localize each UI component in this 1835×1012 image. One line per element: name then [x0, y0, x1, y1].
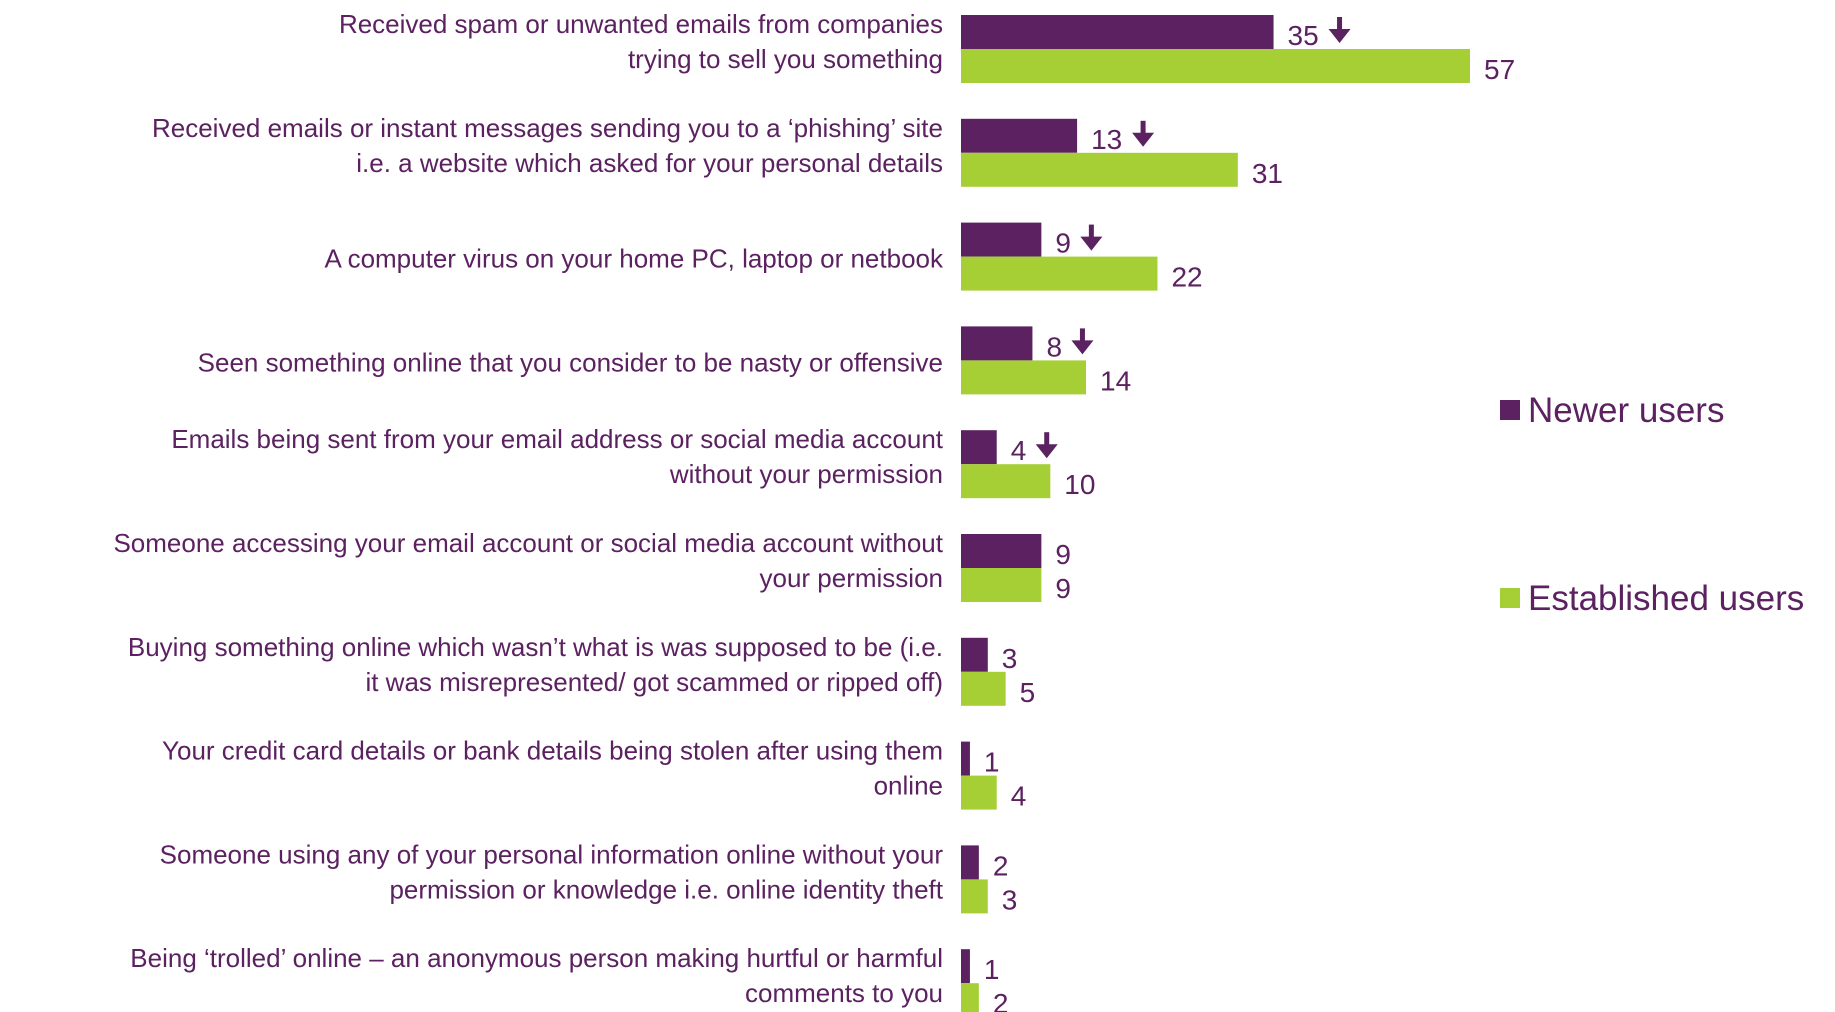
- data-label: 10: [1064, 469, 1095, 500]
- arrow-down-head: [1328, 29, 1351, 43]
- category-label: A computer virus on your home PC, laptop…: [324, 244, 944, 274]
- legend-label-established-users: Established users: [1528, 579, 1804, 618]
- category-label-line: Seen something online that you consider …: [198, 347, 943, 377]
- arrow-down-icon: [1328, 17, 1351, 43]
- bar-established: [961, 983, 979, 1012]
- data-label: 35: [1288, 20, 1319, 51]
- bar-established: [961, 775, 997, 810]
- category-label-line: without your permission: [669, 459, 943, 489]
- category-label: Emails being sent from your email addres…: [171, 424, 943, 489]
- category-label: Received spam or unwanted emails from co…: [339, 9, 943, 74]
- category-label: Received emails or instant messages send…: [152, 113, 943, 178]
- data-label: 2: [993, 850, 1009, 881]
- arrow-down-icon: [1080, 224, 1103, 251]
- data-label: 2: [993, 988, 1009, 1012]
- arrow-down-stem: [1140, 120, 1146, 137]
- bar-established: [961, 879, 988, 914]
- category-label-line: Buying something online which wasn’t wha…: [128, 632, 943, 662]
- category-label-line: Someone using any of your personal infor…: [160, 839, 944, 869]
- bar-established: [961, 256, 1158, 291]
- bar-newer: [961, 15, 1274, 49]
- data-label: 14: [1100, 365, 1131, 396]
- bar-newer: [961, 534, 1042, 568]
- arrow-down-head: [1071, 340, 1094, 355]
- bar-newer: [961, 222, 1042, 257]
- data-label: 4: [1011, 435, 1027, 466]
- bar-newer: [961, 326, 1033, 361]
- category-label-line: comments to you: [745, 978, 943, 1008]
- category-label-line: Emails being sent from your email addres…: [171, 424, 943, 454]
- category-label-line: Received emails or instant messages send…: [152, 113, 943, 143]
- arrow-down-stem: [1079, 328, 1085, 345]
- arrow-down-stem: [1044, 432, 1050, 449]
- bar-established: [961, 464, 1051, 499]
- arrow-down-icon: [1035, 432, 1058, 459]
- bar-newer: [961, 845, 979, 880]
- category-label-line: trying to sell you something: [628, 44, 943, 74]
- data-label: 31: [1252, 158, 1283, 189]
- data-label: 1: [984, 954, 1000, 985]
- data-label: 13: [1091, 124, 1122, 155]
- data-label: 9: [1055, 573, 1071, 604]
- arrow-down-icon: [1071, 328, 1094, 355]
- category-label-line: it was misrepresented/ got scammed or ri…: [365, 667, 943, 697]
- arrow-down-stem: [1337, 17, 1343, 33]
- plot-area: Received spam or unwanted emails from co…: [113, 9, 1515, 1012]
- bar-newer: [961, 637, 988, 672]
- category-label: Buying something online which wasn’t wha…: [128, 632, 943, 697]
- arrow-down-head: [1035, 444, 1058, 459]
- category-label-line: online: [874, 771, 943, 801]
- data-label: 5: [1020, 677, 1036, 708]
- category-label-line: A computer virus on your home PC, laptop…: [324, 244, 944, 274]
- category-label-line: your permission: [759, 563, 943, 593]
- arrow-down-stem: [1088, 224, 1094, 241]
- legend-label-newer-users: Newer users: [1528, 391, 1724, 430]
- bar-newer: [961, 949, 970, 984]
- legend-swatch-established-users: [1500, 588, 1520, 608]
- data-label: 1: [984, 747, 1000, 778]
- bar-established: [961, 152, 1238, 187]
- category-label: Someone accessing your email account or …: [113, 528, 943, 593]
- bar-established: [961, 49, 1471, 83]
- bar-established: [961, 568, 1042, 602]
- data-label: 8: [1046, 331, 1062, 362]
- data-label: 22: [1171, 262, 1202, 293]
- legend: Newer users Established users: [1500, 391, 1804, 618]
- arrow-down-head: [1080, 236, 1103, 251]
- category-label-line: Received spam or unwanted emails from co…: [339, 9, 943, 39]
- data-label: 4: [1011, 781, 1027, 812]
- data-label: 9: [1055, 228, 1071, 259]
- legend-swatch-newer-users: [1500, 400, 1520, 420]
- data-label: 3: [1002, 643, 1018, 674]
- bar-newer: [961, 741, 970, 776]
- category-label-line: Someone accessing your email account or …: [113, 528, 943, 558]
- arrow-down-icon: [1132, 120, 1155, 147]
- data-label: 9: [1055, 539, 1071, 570]
- category-label: Being ‘trolled’ online – an anonymous pe…: [130, 943, 943, 1008]
- arrow-down-head: [1132, 132, 1155, 147]
- category-label-line: permission or knowledge i.e. online iden…: [389, 874, 943, 904]
- data-label: 3: [1002, 884, 1018, 915]
- category-label-line: i.e. a website which asked for your pers…: [356, 148, 943, 178]
- category-label: Your credit card details or bank details…: [162, 736, 943, 801]
- bar-established: [961, 360, 1087, 395]
- bar-newer: [961, 118, 1078, 153]
- category-label: Seen something online that you consider …: [198, 347, 943, 377]
- data-label: 57: [1484, 54, 1515, 85]
- category-label-line: Your credit card details or bank details…: [162, 736, 943, 766]
- category-label-line: Being ‘trolled’ online – an anonymous pe…: [130, 943, 943, 973]
- bar-newer: [961, 430, 997, 465]
- category-label: Someone using any of your personal infor…: [160, 839, 944, 904]
- bar-established: [961, 671, 1006, 706]
